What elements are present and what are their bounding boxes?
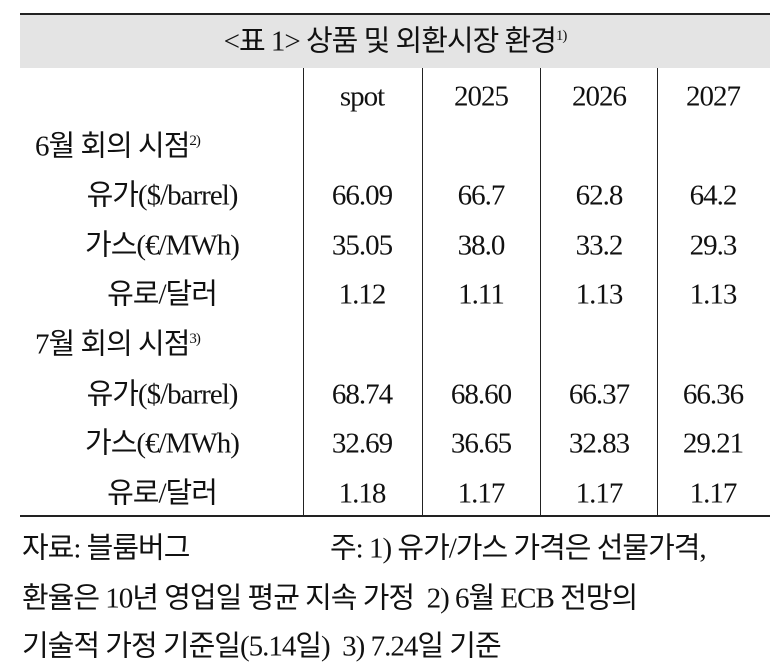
column-rule	[657, 68, 658, 515]
section-label: 7월 회의 시점3)	[35, 328, 201, 361]
column-header: 2026	[572, 80, 627, 113]
column-rule	[540, 68, 541, 515]
footnote-marker: 1)	[555, 27, 567, 44]
row-label: 유가($/barrel)	[86, 378, 239, 411]
cell: 1.18	[338, 477, 387, 510]
cell: 29.21	[682, 427, 744, 460]
cell: 33.2	[575, 229, 624, 262]
column-header: 2025	[454, 80, 509, 113]
table-title: <표 1> 상품 및 외환시장 환경1)	[223, 25, 568, 58]
row-label: 유로/달러	[107, 278, 218, 311]
section-label: 6월 회의 시점2)	[35, 130, 201, 163]
cell: 1.17	[457, 477, 506, 510]
cell: 35.05	[331, 229, 393, 262]
column-header: 2027	[686, 80, 741, 113]
row-label: 유로/달러	[107, 477, 218, 510]
note-line: 환율은 10년 영업일 평균 지속 가정 2) 6월 ECB 전망의	[22, 582, 638, 615]
note-line: 주: 1) 유가/가스 가격은 선물가격,	[330, 532, 707, 565]
row-label: 유가($/barrel)	[86, 179, 239, 212]
title-bar	[20, 14, 770, 68]
cell: 66.37	[568, 378, 630, 411]
cell: 32.69	[331, 427, 393, 460]
column-rule	[422, 68, 423, 515]
column-header: spot	[339, 80, 385, 113]
cell: 1.13	[689, 278, 738, 311]
cell: 1.17	[575, 477, 624, 510]
cell: 66.36	[682, 378, 744, 411]
cell: 38.0	[457, 229, 506, 262]
top-rule	[20, 13, 770, 15]
cell: 66.09	[331, 179, 393, 212]
cell: 32.83	[568, 427, 630, 460]
row-label: 가스(€/MWh)	[85, 229, 240, 262]
column-rule	[303, 68, 304, 515]
cell: 36.65	[450, 427, 512, 460]
cell: 1.13	[575, 278, 624, 311]
footnote-marker: 2)	[189, 132, 200, 149]
cell: 64.2	[689, 179, 738, 212]
note-line: 기술적 가정 기준일(5.14일) 3) 7.24일 기준	[22, 630, 502, 663]
footnote-marker: 3)	[189, 330, 200, 347]
cell: 1.17	[689, 477, 738, 510]
cell: 66.7	[457, 179, 506, 212]
bottom-rule	[20, 515, 770, 517]
cell: 1.11	[458, 278, 505, 311]
cell: 62.8	[575, 179, 624, 212]
cell: 1.12	[338, 278, 387, 311]
cell: 68.74	[331, 378, 393, 411]
row-label: 가스(€/MWh)	[85, 427, 240, 460]
cell: 29.3	[689, 229, 738, 262]
source: 자료: 블룸버그	[22, 532, 190, 565]
cell: 68.60	[450, 378, 512, 411]
